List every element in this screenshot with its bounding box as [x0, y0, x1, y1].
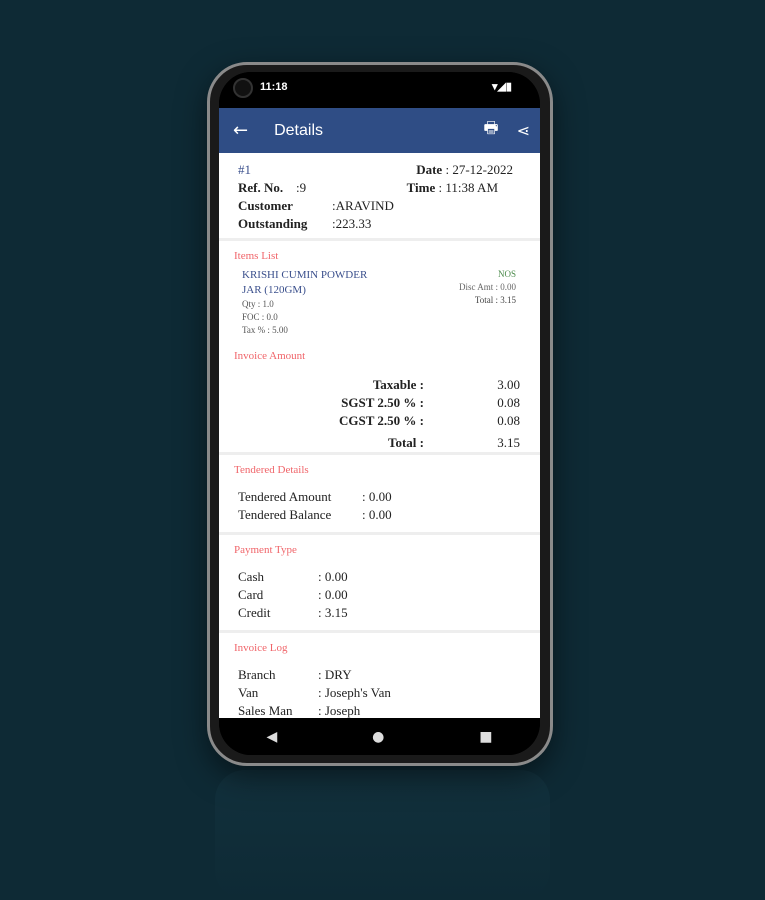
- item-name-line2: JAR (120GM): [242, 284, 306, 296]
- tendered-heading: Tendered Details: [234, 464, 309, 476]
- status-time: 11:18: [260, 81, 288, 93]
- cash-label: Cash: [238, 569, 264, 584]
- status-bar: 11:18 ▾◢▮: [219, 72, 540, 108]
- items-section: Items List KRISHI CUMIN POWDER JAR (120G…: [219, 241, 540, 351]
- date-value: 27-12-2022: [452, 162, 513, 177]
- van-label: Van: [238, 685, 259, 700]
- invoice-log-section: Invoice Log Branch : DRY Van : Joseph's Va…: [219, 633, 540, 718]
- phone-screen: 11:18 ▾◢▮ ← Details 🖶 ⋖ #1 Date : 27-12-…: [219, 72, 540, 755]
- invoice-number: #1: [238, 162, 251, 177]
- cash-value: : 0.00: [318, 569, 348, 584]
- time-label: Time: [406, 180, 436, 195]
- van-value: : Joseph's Van: [318, 685, 391, 700]
- phone-reflection: [215, 770, 550, 900]
- item-tax: Tax % : 5.00: [242, 325, 288, 335]
- app-bar: ← Details 🖶 ⋖: [219, 108, 540, 153]
- nav-home-icon[interactable]: ●: [372, 728, 385, 745]
- invoice-header: #1 Date : 27-12-2022 Ref. No.: 9 Time : …: [219, 153, 540, 241]
- branch-value: : DRY: [318, 667, 352, 682]
- tendered-amount-value: : 0.00: [362, 489, 392, 504]
- notch: [299, 72, 459, 94]
- payment-heading: Payment Type: [234, 544, 297, 556]
- tendered-balance-label: Tendered Balance: [238, 507, 332, 522]
- total-label: Total :: [388, 435, 424, 450]
- invoice-log-heading: Invoice Log: [234, 642, 288, 654]
- sgst-value: 0.08: [497, 395, 520, 410]
- branch-label: Branch: [238, 667, 276, 682]
- page-title: Details: [274, 121, 323, 139]
- customer-value: ARAVIND: [335, 198, 394, 213]
- ref-value: 9: [299, 180, 307, 195]
- nav-recents-icon[interactable]: ■: [479, 728, 493, 745]
- tendered-section: Tendered Details Tendered Amount : 0.00 T…: [219, 455, 540, 535]
- items-heading: Items List: [234, 250, 279, 262]
- details-content: #1 Date : 27-12-2022 Ref. No.: 9 Time : …: [219, 153, 540, 718]
- nav-back-icon[interactable]: ◀: [266, 728, 278, 745]
- time-value: 11:38 AM: [445, 180, 498, 195]
- wifi-signal-battery-icon: ▾◢▮: [491, 81, 512, 93]
- list-item[interactable]: KRISHI CUMIN POWDER JAR (120GM) Qty : 1.…: [219, 262, 540, 337]
- taxable-value: 3.00: [497, 377, 520, 392]
- salesman-label: Sales Man: [238, 703, 293, 718]
- payment-section: Payment Type Cash : 0.00 Card : 0.00 Credi…: [219, 535, 540, 633]
- outstanding-label: Outstanding: [238, 216, 308, 231]
- ref-label: Ref. No.: [238, 180, 284, 195]
- sgst-label: SGST 2.50 % :: [341, 395, 424, 410]
- back-arrow-icon[interactable]: ←: [233, 120, 249, 141]
- item-qty: Qty : 1.0: [242, 299, 274, 309]
- print-icon[interactable]: 🖶: [483, 118, 499, 137]
- cgst-value: 0.08: [497, 413, 520, 428]
- credit-value: : 3.15: [318, 605, 348, 620]
- cgst-label: CGST 2.50 % :: [339, 413, 424, 428]
- outstanding-value: 223.33: [335, 216, 372, 231]
- item-total: Total : 3.15: [474, 295, 516, 305]
- salesman-value: : Joseph: [318, 703, 361, 718]
- camera-icon: [233, 78, 253, 98]
- item-unit: NOS: [497, 269, 516, 279]
- share-icon[interactable]: ⋖: [516, 121, 530, 140]
- item-name: KRISHI CUMIN POWDER: [242, 269, 368, 281]
- invoice-amount-section: Invoice Amount Taxable : 3.00 SGST 2.50 %…: [219, 341, 540, 455]
- total-value: 3.15: [497, 435, 520, 450]
- tendered-amount-label: Tendered Amount: [238, 489, 332, 504]
- invoice-amount-heading: Invoice Amount: [234, 350, 306, 362]
- customer-label: Customer: [238, 198, 293, 213]
- tendered-balance-value: : 0.00: [362, 507, 392, 522]
- card-value: : 0.00: [318, 587, 348, 602]
- date-label: Date: [416, 162, 443, 177]
- credit-label: Credit: [238, 605, 271, 620]
- android-nav-bar: ◀ ● ■: [219, 718, 540, 755]
- taxable-label: Taxable :: [372, 377, 424, 392]
- card-label: Card: [238, 587, 264, 602]
- item-discount: Disc Amt : 0.00: [458, 282, 516, 292]
- item-foc: FOC : 0.0: [242, 312, 278, 322]
